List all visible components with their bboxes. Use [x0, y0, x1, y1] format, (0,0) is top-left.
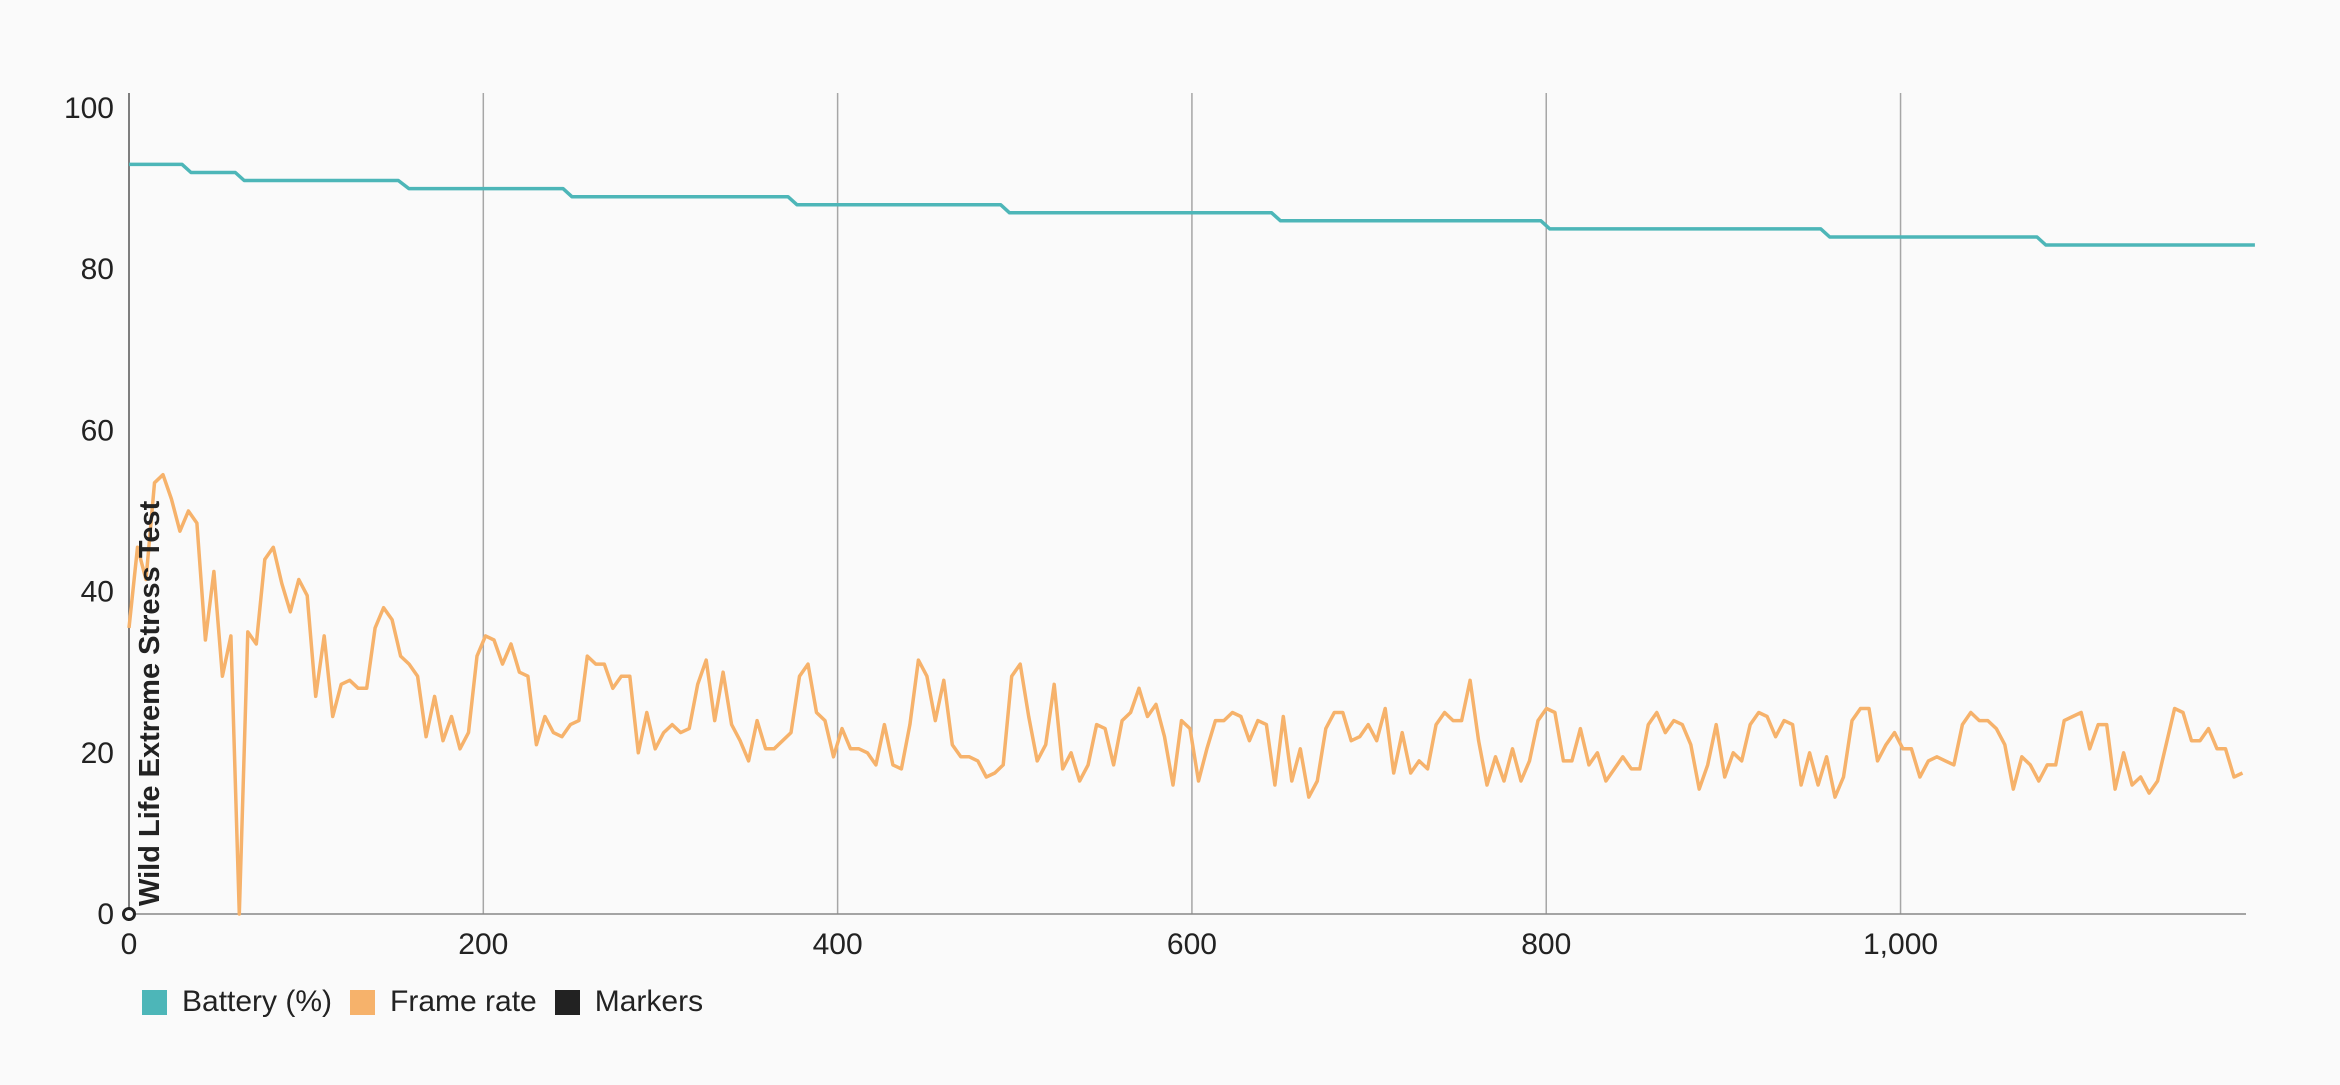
y-tick-label: 20: [81, 737, 114, 770]
y-tick-label: 60: [81, 414, 114, 447]
legend-swatch-battery: [142, 989, 167, 1015]
legend: Battery (%) Frame rate Markers: [142, 985, 721, 1019]
marker-layer: Wild Life Extreme Stress Test: [122, 500, 166, 921]
battery-line: [129, 162, 2255, 247]
legend-swatch-markers: [554, 989, 580, 1015]
marker-label: Wild Life Extreme Stress Test: [134, 500, 166, 906]
y-tick-label: 40: [81, 576, 114, 609]
axis-layer: 0 200 400 600 800 1,000 0 20 40 60 80 100: [64, 92, 2246, 961]
y-tick-label: 100: [64, 92, 114, 125]
x-tick-label: 800: [1521, 928, 1571, 961]
x-tick-label: 200: [458, 928, 508, 961]
marker-point: [122, 907, 136, 921]
legend-label-frame-rate: Frame rate: [390, 985, 537, 1018]
series-layer: [127, 162, 2255, 916]
y-tick-label: 0: [97, 898, 114, 931]
legend-item-battery: Battery (%): [142, 985, 332, 1019]
legend-label-battery: Battery (%): [182, 985, 333, 1018]
x-tick-label: 400: [813, 928, 863, 961]
legend-item-frame-rate: Frame rate: [350, 985, 537, 1019]
x-tick-label: 600: [1167, 928, 1217, 961]
legend-item-markers: Markers: [554, 985, 704, 1019]
legend-label-markers: Markers: [594, 985, 704, 1018]
grid-layer: [482, 93, 1902, 914]
y-tick-label: 80: [81, 253, 114, 286]
legend-swatch-frame-rate: [350, 989, 376, 1015]
frame-rate-line: [127, 472, 2244, 916]
x-tick-label: 1,000: [1863, 928, 1938, 961]
x-tick-label: 0: [121, 928, 138, 961]
